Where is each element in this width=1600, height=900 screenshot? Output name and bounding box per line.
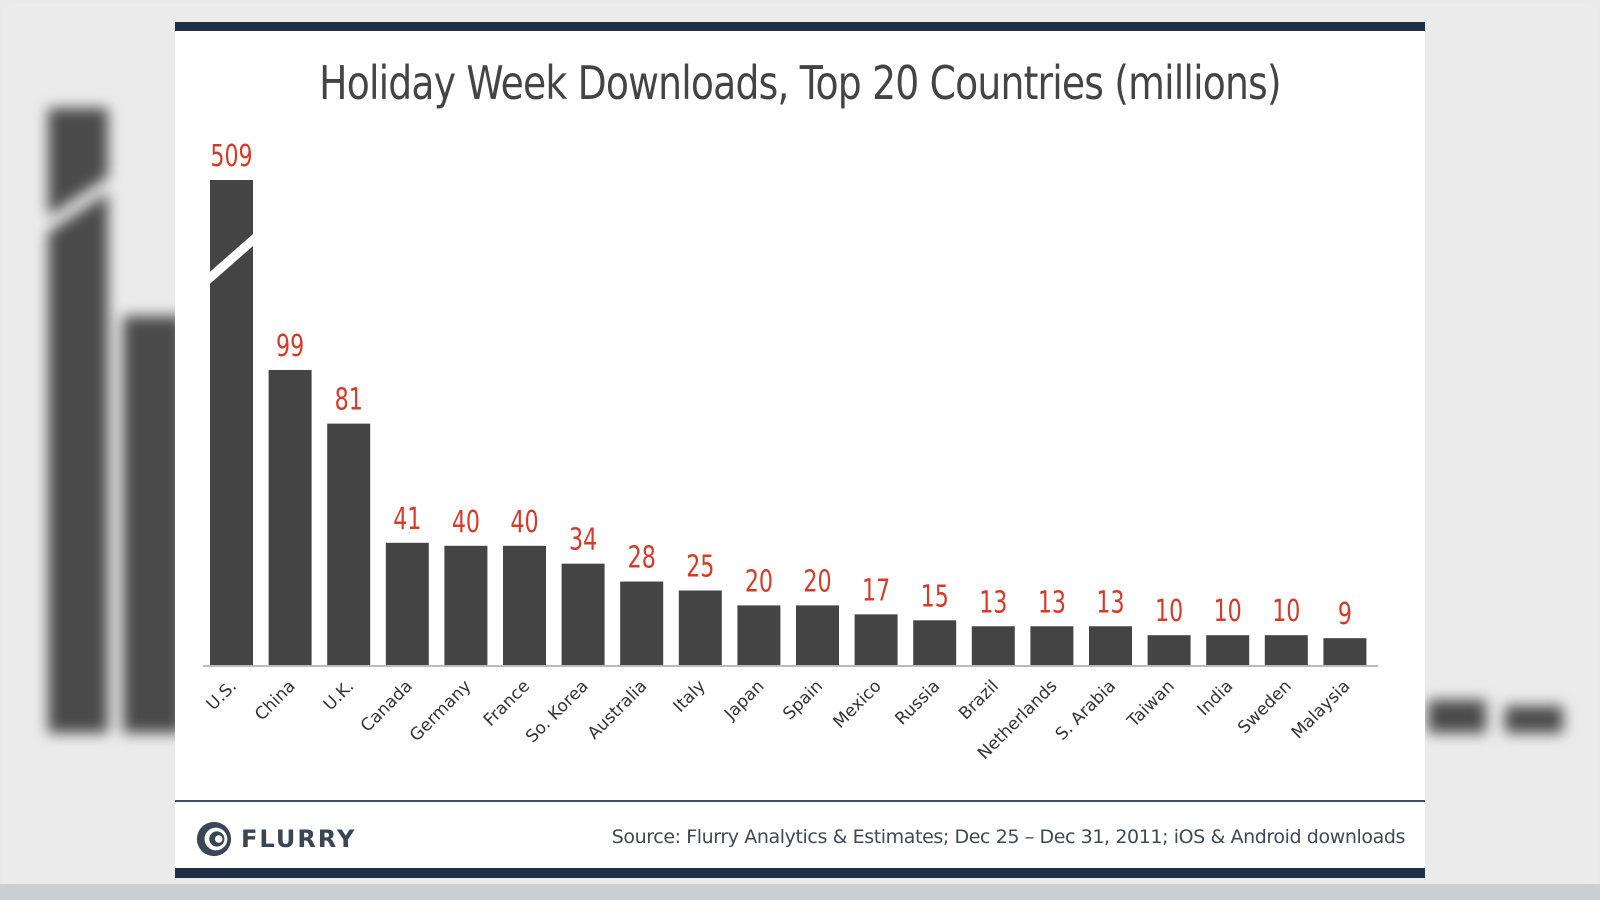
top-rule [175,22,1425,31]
bar-15 [1089,626,1132,665]
chart-title: Holiday Week Downloads, Top 20 Countries… [319,56,1281,110]
bar-2 [327,423,371,665]
bar-4 [444,545,488,665]
value-label-15: 13 [1096,586,1124,620]
category-label-1: China [251,676,299,724]
value-label-0: 509 [210,140,252,174]
category-label-2: U.K. [320,676,358,714]
bar-12 [913,620,957,665]
bar-10 [796,605,839,665]
category-label-8: Italy [670,676,710,716]
value-label-2: 81 [335,383,363,417]
category-label-12: Russia [891,676,944,729]
category-label-4: Germany [406,676,475,745]
value-label-19: 9 [1338,598,1352,632]
category-label-16: Taiwan [1123,676,1179,732]
category-label-3: Canada [357,676,417,736]
chart-card: Holiday Week Downloads, Top 20 Countries… [175,22,1425,878]
value-label-17: 10 [1214,595,1242,629]
value-label-5: 40 [510,506,538,540]
value-label-10: 20 [803,565,831,599]
backdrop-bar-right-2 [1505,706,1563,733]
footer-rule [175,800,1425,802]
value-label-12: 15 [921,580,949,614]
bar-8 [678,590,722,665]
value-label-6: 34 [569,523,597,557]
value-label-11: 17 [862,574,890,608]
bar-17 [1206,635,1250,665]
category-label-9: Japan [720,676,768,724]
category-label-7: Australia [584,676,651,743]
bottom-rule [175,868,1425,878]
bar-7 [620,581,664,665]
category-label-10: Spain [779,676,827,724]
category-label-15: S. Arabia [1052,676,1120,744]
bar-11 [854,614,898,665]
category-label-17: India [1194,676,1238,720]
bar-0 [210,180,253,665]
backdrop-break [40,170,118,238]
value-label-14: 13 [1038,586,1066,620]
bar-16 [1147,635,1191,665]
bar-13 [971,626,1015,665]
backdrop-bar-right-1 [1428,700,1486,733]
value-label-8: 25 [686,550,714,584]
axis-break-mark [204,227,261,289]
source-note: Source: Flurry Analytics & Estimates; De… [611,826,1406,848]
brand-name: FLURRY [241,825,357,853]
bottom-strip [0,884,1600,900]
category-label-6: So. Korea [522,676,593,747]
bar-9 [737,605,781,665]
flurry-logo: FLURRY [195,817,356,861]
bar-6 [561,563,605,665]
bar-3 [385,542,429,665]
bar-1 [268,369,312,665]
flurry-logo-icon [196,821,232,857]
category-label-19: Malaysia [1288,676,1355,743]
bar-14 [1030,626,1074,665]
value-label-1: 99 [276,330,304,364]
value-label-16: 10 [1155,595,1183,629]
value-label-9: 20 [745,565,773,599]
bar-19 [1323,638,1367,665]
value-label-7: 28 [628,541,656,575]
value-label-18: 10 [1272,595,1300,629]
value-label-4: 40 [452,506,480,540]
bar-chart: 509 U.S. 99 China 81 U.K. 41 Canada 40 Germany 40 F… [203,140,1378,764]
category-label-13: Brazil [955,676,1003,724]
bar-18 [1264,635,1308,665]
bar-5 [503,545,546,665]
category-label-11: Mexico [830,676,886,732]
value-label-3: 41 [393,503,421,537]
category-label-5: France [480,676,534,730]
value-label-13: 13 [979,586,1007,620]
backdrop-bar-left-2 [123,316,183,733]
category-label-0: U.S. [203,676,241,714]
